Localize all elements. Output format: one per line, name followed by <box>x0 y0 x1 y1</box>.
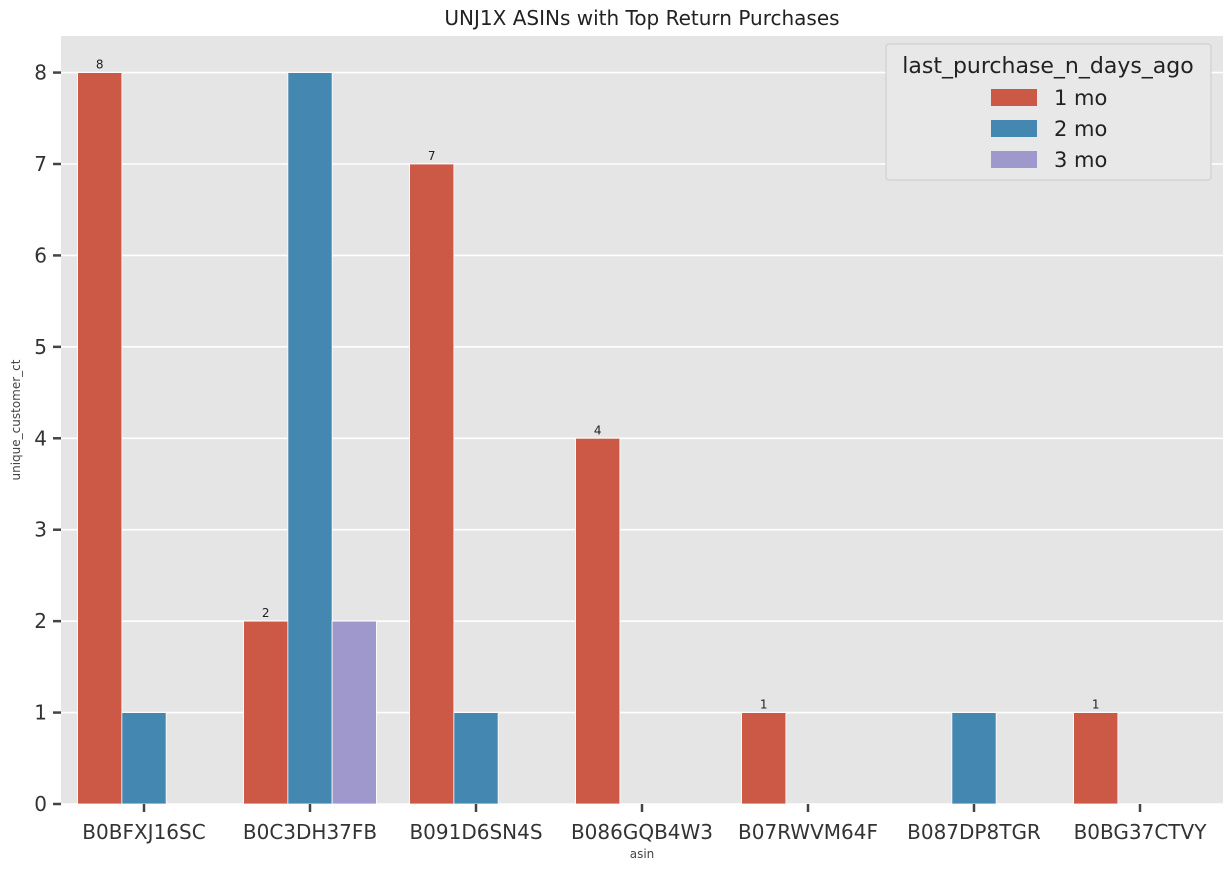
bar <box>243 620 289 805</box>
bar <box>77 72 123 805</box>
bar <box>331 620 377 805</box>
y-tick-label: 6 <box>34 243 47 267</box>
legend-swatch <box>991 120 1037 137</box>
bar <box>951 712 997 805</box>
data-label: 1 <box>1092 698 1100 712</box>
y-ticks: 0 1 2 3 4 5 6 7 8 <box>34 61 61 816</box>
legend-box <box>885 43 1212 181</box>
data-label: 1 <box>760 698 768 712</box>
x-tick-label: B091D6SN4S <box>409 820 542 844</box>
bar <box>409 163 455 805</box>
y-axis-label: unique_customer_ct <box>9 359 23 480</box>
legend-label: 2 mo <box>1054 117 1107 141</box>
y-tick-label: 4 <box>34 426 47 450</box>
legend-label: 1 mo <box>1054 86 1107 110</box>
bar <box>575 437 621 805</box>
bar <box>121 712 167 805</box>
data-label: 8 <box>96 58 104 72</box>
legend-items: 1 mo 2 mo 3 mo <box>991 86 1107 172</box>
legend: last_purchase_n_days_ago 1 mo 2 mo 3 mo <box>885 43 1212 181</box>
legend-swatch <box>991 151 1037 168</box>
legend-label: 3 mo <box>1054 148 1107 172</box>
bars <box>77 72 1119 805</box>
y-tick-label: 2 <box>34 609 47 633</box>
x-axis-label: asin <box>630 847 655 861</box>
x-tick-label: B07RWVM64F <box>738 820 878 844</box>
x-tick-label: B0C3DH37FB <box>243 820 377 844</box>
data-label: 7 <box>428 149 436 163</box>
data-label: 2 <box>262 606 270 620</box>
bar <box>453 712 499 805</box>
y-tick-label: 5 <box>34 335 47 359</box>
legend-swatch <box>991 89 1037 106</box>
legend-title: last_purchase_n_days_ago <box>902 54 1193 79</box>
y-tick-label: 1 <box>34 701 47 725</box>
x-tick-label: B0BFXJ16SC <box>82 820 205 844</box>
y-tick-label: 8 <box>34 61 47 85</box>
y-tick-label: 3 <box>34 518 47 542</box>
y-tick-label: 7 <box>34 152 47 176</box>
data-labels: 8 2 7 4 1 1 <box>96 58 1100 712</box>
x-tick-label: B087DP8TGR <box>907 820 1041 844</box>
bar <box>741 712 787 805</box>
x-tick-label: B0BG37CTVY <box>1074 820 1208 844</box>
x-tick-label: B086GQB4W3 <box>571 820 713 844</box>
chart-title: UNJ1X ASINs with Top Return Purchases <box>444 6 839 30</box>
bar <box>1073 712 1119 805</box>
bar <box>287 72 333 805</box>
x-ticks: B0BFXJ16SC B0C3DH37FB B091D6SN4S B086GQB4W3… <box>82 804 1207 844</box>
data-label: 4 <box>594 423 602 437</box>
y-tick-label: 0 <box>34 792 47 816</box>
